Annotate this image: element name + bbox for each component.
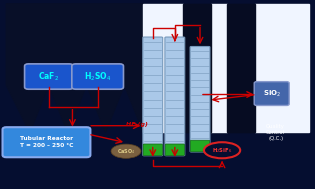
Polygon shape [227, 4, 255, 132]
FancyBboxPatch shape [165, 37, 185, 156]
Text: CaSO$_4$: CaSO$_4$ [117, 147, 135, 156]
Text: SiO$_2$: SiO$_2$ [263, 88, 281, 99]
Polygon shape [143, 4, 309, 132]
FancyBboxPatch shape [143, 37, 163, 156]
Polygon shape [211, 4, 227, 132]
Text: CaF$_2$: CaF$_2$ [38, 70, 59, 83]
FancyBboxPatch shape [72, 64, 123, 89]
Text: H$_2$SO$_4$: H$_2$SO$_4$ [84, 70, 111, 83]
Polygon shape [143, 4, 183, 132]
FancyBboxPatch shape [190, 46, 210, 152]
Polygon shape [6, 4, 143, 132]
Text: Tubular Reactor
T = 200 – 250 °C: Tubular Reactor T = 200 – 250 °C [20, 136, 73, 148]
Ellipse shape [111, 144, 141, 158]
Text: Quality
Control
(Q.C.): Quality Control (Q.C.) [266, 124, 285, 141]
Polygon shape [255, 4, 309, 132]
FancyBboxPatch shape [190, 140, 210, 152]
FancyBboxPatch shape [3, 127, 90, 157]
FancyBboxPatch shape [165, 144, 185, 156]
Text: HF (g): HF (g) [126, 122, 148, 127]
Polygon shape [183, 4, 211, 132]
FancyBboxPatch shape [143, 144, 163, 156]
Ellipse shape [204, 142, 240, 158]
Text: H$_2$SiF$_6$: H$_2$SiF$_6$ [212, 146, 232, 155]
FancyBboxPatch shape [254, 82, 289, 105]
FancyBboxPatch shape [25, 64, 73, 89]
